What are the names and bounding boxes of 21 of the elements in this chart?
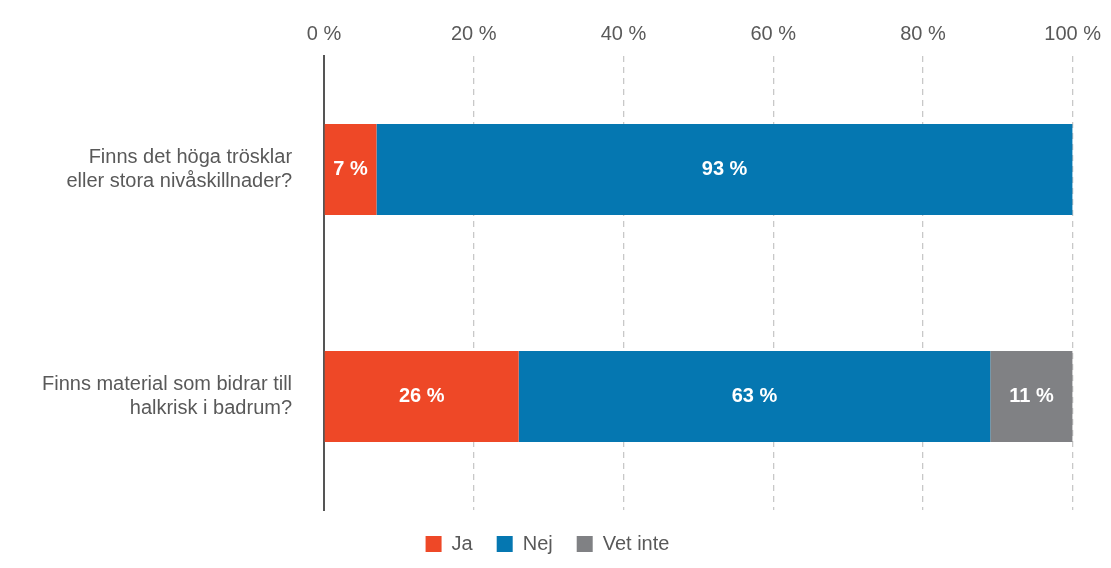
bar xyxy=(324,351,519,442)
bar xyxy=(518,351,991,442)
x-tick-label: 100 % xyxy=(1044,21,1102,44)
y-tick-label: Finns det höga trösklar eller stora nivåskillnader? xyxy=(66,145,293,192)
bar xyxy=(324,124,377,215)
legend-label: Vet inte xyxy=(602,531,670,554)
x-tick-label: 60 % xyxy=(750,21,797,44)
data-label: 26 % xyxy=(398,384,445,407)
x-tick-label: 0 % xyxy=(306,21,342,44)
x-tick-label: 40 % xyxy=(600,21,647,44)
bar xyxy=(376,124,1073,215)
y-tick-label: Finns material som bidrar till halkrisk i badrum? xyxy=(41,372,293,419)
data-label: 11 % xyxy=(1009,384,1054,407)
data-label: 63 % xyxy=(731,384,778,407)
bar xyxy=(990,351,1073,442)
data-label: 7 % xyxy=(333,157,369,180)
legend-label: Ja xyxy=(451,531,474,554)
data-label: 93 % xyxy=(701,157,748,180)
legend-label: Nej xyxy=(522,531,553,554)
x-tick-label: 20 % xyxy=(450,21,497,44)
x-tick-label: 80 % xyxy=(900,21,946,44)
